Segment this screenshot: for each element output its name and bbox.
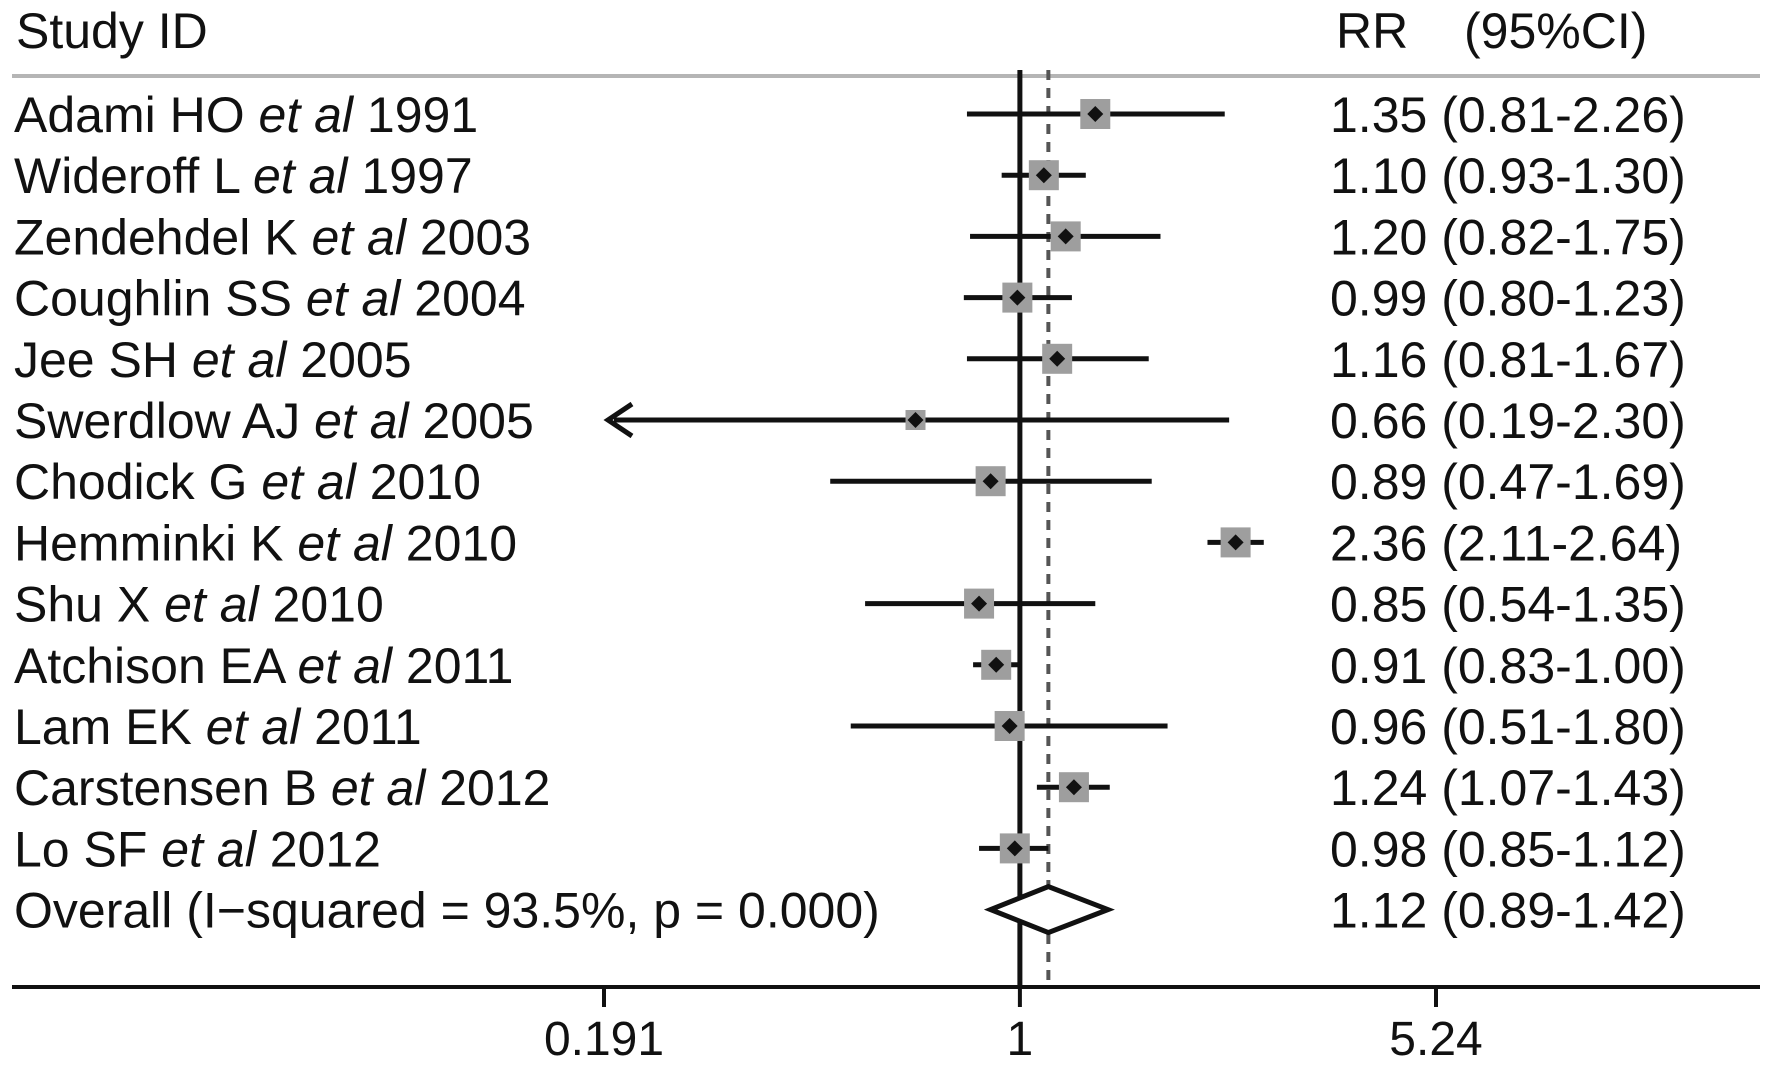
- rr-ci-label: 0.91 (0.83-1.00): [1330, 638, 1686, 694]
- study-row: Zendehdel K et al 2003 1.20 (0.82-1.75): [14, 209, 1686, 265]
- x-tick-label: 1: [1007, 1013, 1034, 1066]
- rr-ci-label: 0.98 (0.85-1.12): [1330, 821, 1686, 877]
- study-row: Coughlin SS et al 2004 0.99 (0.80-1.23): [14, 271, 1686, 327]
- rr-ci-label: 1.35 (0.81-2.26): [1330, 87, 1686, 143]
- study-row: Shu X et al 2010 0.85 (0.54-1.35): [14, 577, 1686, 633]
- ci-arrow-left: [603, 401, 634, 439]
- study-label: Coughlin SS et al 2004: [14, 271, 526, 327]
- point-estimate: [1006, 840, 1023, 857]
- study-row: Atchison EA et al 2011 0.91 (0.83-1.00): [14, 638, 1686, 694]
- point-estimate: [1009, 289, 1026, 306]
- rr-ci-label: 0.99 (0.80-1.23): [1330, 271, 1686, 327]
- x-tick-label: 0.191: [544, 1013, 664, 1066]
- study-rows: Adami HO et al 1991 1.35 (0.81-2.26)Wider…: [14, 70, 1686, 987]
- study-label: Shu X et al 2010: [14, 577, 384, 633]
- point-estimate: [982, 473, 999, 490]
- rr-ci-label: 0.85 (0.54-1.35): [1330, 577, 1686, 633]
- rr-ci-label: 2.36 (2.11-2.64): [1330, 515, 1682, 571]
- study-label: Lo SF et al 2012: [14, 821, 381, 877]
- study-label: Jee SH et al 2005: [14, 332, 412, 388]
- study-label: Hemminki K et al 2010: [14, 515, 517, 571]
- study-row: Carstensen B et al 2012 1.24 (1.07-1.43): [14, 760, 1686, 816]
- x-axis: 0.191 1 5.24: [12, 985, 1760, 1066]
- header-rr: RR: [1336, 3, 1408, 59]
- study-label: Chodick G et al 2010: [14, 454, 481, 510]
- rr-ci-label: 0.96 (0.51-1.80): [1330, 699, 1686, 755]
- rr-ci-label: 1.10 (0.93-1.30): [1330, 148, 1686, 204]
- rr-ci-label: 1.24 (1.07-1.43): [1330, 760, 1686, 816]
- study-label: Adami HO et al 1991: [14, 87, 478, 143]
- point-estimate: [988, 656, 1005, 673]
- study-row: Lo SF et al 2012 0.98 (0.85-1.12): [14, 821, 1686, 877]
- overall-diamond: [983, 883, 1115, 936]
- study-row: Adami HO et al 1991 1.35 (0.81-2.26): [14, 87, 1686, 143]
- rr-ci-label: 1.16 (0.81-1.67): [1330, 332, 1686, 388]
- study-row: Wideroff L et al 1997 1.10 (0.93-1.30): [14, 148, 1686, 204]
- point-estimate: [1049, 350, 1066, 367]
- study-label: Zendehdel K et al 2003: [14, 209, 531, 265]
- header-ci: (95%CI): [1464, 3, 1647, 59]
- point-estimate: [907, 412, 924, 428]
- study-row: Swerdlow AJ et al 2005 0.66 (0.19-2.30): [14, 393, 1686, 449]
- point-estimate: [1035, 167, 1052, 184]
- point-estimate: [971, 595, 988, 612]
- study-label: Swerdlow AJ et al 2005: [14, 393, 534, 449]
- study-label: Atchison EA et al 2011: [14, 638, 513, 694]
- overall-rr-ci-label: 1.12 (0.89-1.42): [1330, 883, 1686, 939]
- study-row: Jee SH et al 2005 1.16 (0.81-1.67): [14, 332, 1686, 388]
- overall-label: Overall (I−squared = 93.5%, p = 0.000): [14, 883, 880, 939]
- point-estimate: [1087, 106, 1104, 122]
- study-row: Hemminki K et al 2010 2.36 (2.11-2.64): [14, 515, 1682, 571]
- header-study-id: Study ID: [16, 3, 208, 59]
- study-label: Carstensen B et al 2012: [14, 760, 550, 816]
- point-estimate: [1001, 718, 1018, 734]
- point-estimate: [1057, 228, 1074, 245]
- point-estimate: [1065, 779, 1082, 796]
- x-tick-label: 5.24: [1389, 1013, 1482, 1066]
- point-estimate: [1227, 534, 1244, 551]
- study-label: Wideroff L et al 1997: [14, 148, 473, 204]
- rr-ci-label: 1.20 (0.82-1.75): [1330, 209, 1686, 265]
- rr-ci-label: 0.89 (0.47-1.69): [1330, 454, 1686, 510]
- study-row: Chodick G et al 2010 0.89 (0.47-1.69): [14, 454, 1686, 510]
- overall-row: Overall (I−squared = 93.5%, p = 0.000) 1.…: [14, 883, 1686, 939]
- study-row: Lam EK et al 2011 0.96 (0.51-1.80): [14, 699, 1686, 755]
- study-label: Lam EK et al 2011: [14, 699, 422, 755]
- rr-ci-label: 0.66 (0.19-2.30): [1330, 393, 1686, 449]
